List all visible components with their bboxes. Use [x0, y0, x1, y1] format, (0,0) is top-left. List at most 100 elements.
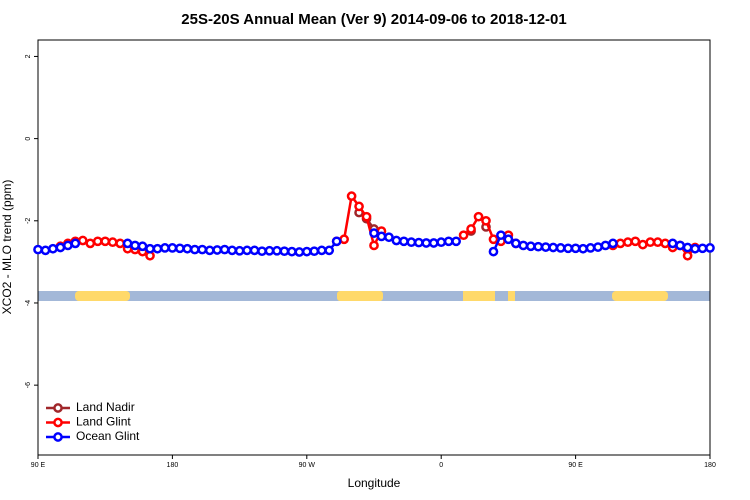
point — [406, 237, 417, 248]
point — [100, 236, 111, 247]
point — [481, 215, 491, 226]
point — [130, 240, 140, 251]
point — [503, 234, 514, 245]
point — [623, 237, 633, 248]
point — [443, 236, 454, 247]
point — [488, 246, 499, 257]
point — [361, 211, 372, 222]
point — [249, 245, 260, 256]
y-tick-label: 0 — [25, 137, 32, 141]
point — [264, 245, 275, 256]
point — [578, 243, 588, 254]
point — [600, 240, 611, 251]
point — [682, 242, 693, 253]
point — [384, 232, 394, 243]
point — [533, 241, 544, 252]
point — [697, 243, 708, 254]
point — [436, 237, 447, 248]
point — [458, 230, 469, 241]
land-strip — [508, 291, 515, 301]
point — [518, 240, 529, 251]
point — [137, 241, 148, 252]
y-tick-label: -2 — [25, 218, 32, 224]
point — [630, 236, 641, 247]
point — [115, 238, 125, 249]
x-tick-label: 90 W — [299, 462, 316, 469]
point — [376, 231, 387, 242]
point — [234, 245, 245, 256]
point — [540, 242, 551, 252]
point — [354, 201, 364, 212]
point — [331, 236, 342, 247]
land-strip — [75, 291, 130, 301]
point — [496, 230, 506, 241]
point — [346, 191, 357, 201]
point — [473, 211, 484, 222]
point — [369, 240, 379, 251]
point — [219, 244, 230, 255]
point — [667, 238, 678, 249]
point — [92, 236, 103, 247]
point — [585, 243, 596, 253]
point — [272, 245, 282, 256]
point — [160, 243, 170, 253]
point — [309, 246, 320, 257]
land-strip — [337, 291, 383, 301]
point — [705, 243, 715, 253]
chart-title: 25S-20S Annual Mean (Ver 9) 2014-09-06 t… — [181, 11, 566, 28]
legend-marker — [53, 432, 63, 442]
point — [548, 242, 559, 253]
point — [145, 243, 155, 254]
legend-label: Land Glint — [76, 415, 131, 429]
point — [63, 240, 73, 251]
x-tick-label: 0 — [439, 462, 443, 469]
point — [77, 235, 88, 246]
point — [675, 240, 685, 251]
point — [391, 235, 402, 246]
x-tick-label: 90 E — [31, 462, 46, 469]
point — [33, 244, 43, 255]
x-tick-label: 180 — [704, 462, 716, 469]
point — [227, 245, 237, 256]
point — [652, 237, 663, 248]
point — [316, 245, 327, 256]
point — [324, 245, 335, 256]
point — [242, 245, 252, 256]
point — [204, 245, 215, 256]
point — [525, 241, 536, 252]
point — [608, 238, 618, 249]
y-tick-label: -4 — [25, 300, 32, 306]
legend-label: Land Nadir — [76, 400, 135, 414]
point — [301, 246, 312, 257]
point — [287, 246, 297, 257]
x-axis-label: Longitude — [348, 476, 401, 490]
point — [615, 238, 626, 249]
x-tick-label: 180 — [167, 462, 179, 469]
point — [682, 250, 693, 261]
point — [257, 246, 267, 257]
point — [279, 246, 290, 257]
point — [563, 243, 573, 254]
point — [570, 243, 581, 254]
point — [48, 243, 58, 254]
point — [466, 224, 476, 234]
legend-label: Ocean Glint — [76, 429, 140, 443]
point — [182, 243, 193, 254]
land-strip — [612, 291, 668, 301]
point — [175, 243, 185, 254]
point — [660, 238, 671, 249]
point — [70, 238, 81, 249]
point — [369, 228, 379, 238]
y-axis-label: XCO2 - MLO trend (ppm) — [0, 180, 14, 315]
point — [690, 243, 700, 254]
point — [399, 236, 409, 247]
point — [107, 237, 118, 248]
x-tick-label: 90 E — [568, 462, 583, 469]
legend-marker — [53, 417, 63, 428]
point — [555, 243, 566, 253]
point — [122, 238, 133, 249]
point — [167, 243, 178, 253]
point — [212, 245, 223, 255]
point — [197, 244, 208, 255]
